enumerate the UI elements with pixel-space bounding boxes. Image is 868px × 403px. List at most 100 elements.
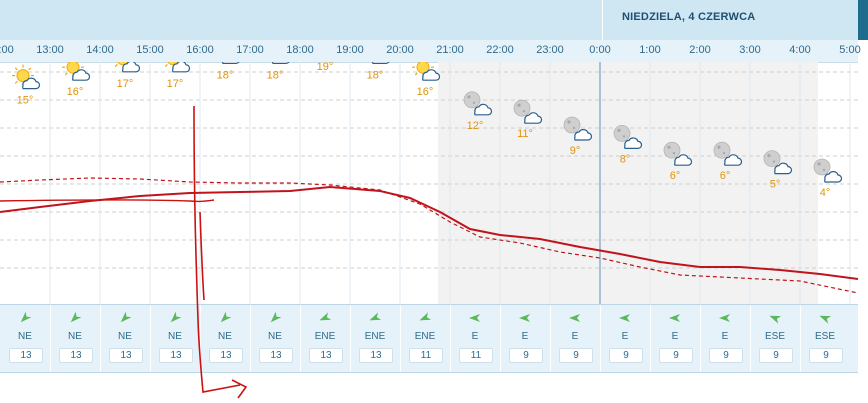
- temperature-label: 11°: [517, 128, 533, 140]
- wind-direction: E: [671, 331, 679, 342]
- wind-cell: ENE 11: [400, 305, 450, 372]
- wind-arrow-icon: [170, 311, 182, 323]
- annotation-horizontal: [0, 199, 215, 203]
- wind-separator: [350, 305, 351, 372]
- hour-label: 15:00: [136, 44, 164, 56]
- wind-direction: E: [471, 331, 479, 342]
- hour-label: 1:00: [639, 44, 661, 56]
- wind-separator: [400, 305, 401, 372]
- wind-separator: [650, 305, 651, 372]
- annotation-stroke-vertical: [199, 211, 205, 301]
- wind-separator: [50, 305, 51, 372]
- moon-cloud-icon: [663, 141, 693, 166]
- hour-axis: 12:00 13:00 14:00 15:00 16:00 17:00 18:00 19:00…: [0, 40, 861, 63]
- wind-separator: [550, 305, 551, 372]
- wind-direction: E: [721, 331, 729, 342]
- moon-cloud-icon: [463, 91, 493, 116]
- wind-cell: NE 13: [200, 305, 250, 372]
- wind-cell: NE 13: [100, 305, 150, 372]
- hour-label: 22:00: [486, 44, 514, 56]
- hour-label: 23:00: [536, 44, 564, 56]
- wind-arrow-icon: [369, 312, 382, 321]
- wind-speed: 13: [9, 348, 43, 363]
- day-label: NIEDZIELA, 4 CZERWCA: [622, 11, 756, 23]
- wind-speed: 11: [409, 348, 443, 363]
- wind-arrow-icon: [519, 314, 530, 322]
- hour-label: 17:00: [236, 44, 264, 56]
- wind-direction: NE: [68, 331, 82, 342]
- temperature-label: 9°: [570, 145, 581, 157]
- temperature-label: 6°: [720, 170, 731, 182]
- hour-label: 0:00: [589, 44, 611, 56]
- day-divider: [602, 0, 603, 40]
- wind-separator: [150, 305, 151, 372]
- wind-cell: NE 13: [0, 305, 50, 372]
- wind-arrow-icon: [619, 314, 630, 322]
- wind-separator: [600, 305, 601, 372]
- wind-speed: 13: [259, 348, 293, 363]
- annotation-stroke: [193, 105, 241, 393]
- temperature-line: [0, 185, 858, 280]
- wind-speed: 11: [459, 348, 493, 363]
- wind-cell: NE 13: [250, 305, 300, 372]
- wind-arrow-icon: [669, 314, 680, 322]
- scroll-edge[interactable]: [858, 0, 868, 40]
- temperature-label: 18°: [267, 69, 284, 81]
- wind-arrow-icon: [819, 315, 832, 324]
- wind-cell: NE 13: [150, 305, 200, 372]
- wind-speed: 9: [809, 348, 843, 363]
- wind-speed: 13: [59, 348, 93, 363]
- wind-speed: 9: [659, 348, 693, 363]
- hour-label: 12:00: [0, 44, 14, 56]
- wind-speed: 9: [709, 348, 743, 363]
- temperature-label: 8°: [620, 153, 631, 165]
- wind-direction: ESE: [814, 331, 835, 342]
- temperature-label: 18°: [217, 69, 234, 81]
- wind-speed: 13: [359, 348, 393, 363]
- sun-cloud-icon: [272, 62, 290, 64]
- hour-label: 4:00: [789, 44, 811, 56]
- hour-label: 21:00: [436, 44, 464, 56]
- temperature-chart: 15° 16° 17° 17° 18° 18° 19° 18° 16° 12° 11° 9° 8° 6° 6…: [0, 62, 858, 304]
- temperature-label: 12°: [467, 120, 484, 132]
- wind-speed: 9: [509, 348, 543, 363]
- day-header: [0, 0, 858, 40]
- sun-cloud-icon: [12, 64, 41, 90]
- moon-cloud-icon: [813, 158, 843, 183]
- wind-arrow-icon: [319, 312, 332, 321]
- wind-direction: NE: [118, 331, 132, 342]
- temperature-label: 5°: [770, 179, 781, 191]
- wind-separator: [450, 305, 451, 372]
- sun-cloud-icon: [372, 62, 390, 64]
- moon-cloud-icon: [563, 116, 593, 141]
- temperature-label: 6°: [670, 170, 681, 182]
- temperature-label: 4°: [820, 187, 831, 199]
- wind-arrow-icon: [220, 311, 232, 323]
- wind-direction: NE: [218, 331, 232, 342]
- moon-cloud-icon: [713, 141, 743, 166]
- sun-cloud-icon: [164, 62, 191, 73]
- wind-arrow-icon: [769, 315, 782, 324]
- wind-speed: 9: [759, 348, 793, 363]
- wind-direction: ESE: [764, 331, 785, 342]
- wind-direction: NE: [18, 331, 32, 342]
- temperature-label: 17°: [167, 78, 184, 90]
- temperature-label: 18°: [367, 69, 384, 81]
- wind-speed: 13: [209, 348, 243, 363]
- hour-label: 3:00: [739, 44, 761, 56]
- wind-cell: ESE 9: [750, 305, 800, 372]
- wind-arrow-icon: [120, 311, 132, 323]
- wind-speed: 13: [109, 348, 143, 363]
- moon-cloud-icon: [513, 99, 543, 124]
- wind-separator: [750, 305, 751, 372]
- moon-cloud-icon: [763, 150, 793, 175]
- hour-label: 20:00: [386, 44, 414, 56]
- wind-separator: [100, 305, 101, 372]
- wind-separator: [300, 305, 301, 372]
- night-shade: [438, 62, 818, 304]
- wind-direction: E: [521, 331, 529, 342]
